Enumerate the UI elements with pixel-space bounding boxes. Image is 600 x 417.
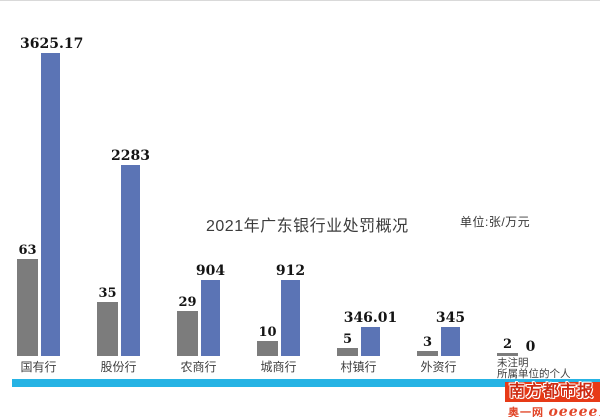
amount-bar (361, 327, 380, 356)
bar-group: 63 3625.17 国有行 (17, 1, 83, 374)
count-value-label: 5 (342, 332, 353, 347)
website-tld: .com (598, 409, 600, 417)
amount-value-label: 3625.17 (20, 36, 84, 52)
count-bar (17, 259, 38, 356)
count-value-label: 29 (178, 295, 197, 310)
amount-value-label: 912 (275, 263, 306, 279)
count-bar (257, 341, 278, 356)
count-bar (497, 353, 518, 356)
category-label: 股份行 (100, 360, 137, 374)
category-label: 外资行 (420, 360, 457, 374)
category-label: 未注明 所属单位的个人 (497, 357, 571, 380)
count-value-label: 35 (98, 286, 117, 301)
newspaper-logo: 南方都市报 奥一网 oeeee.com (505, 382, 600, 417)
count-bar (417, 351, 438, 356)
amount-bar (201, 280, 220, 356)
category-label: 国有行 (20, 360, 57, 374)
amount-value-label: 2283 (111, 148, 150, 164)
bar-group: 2 0 未注明 所属单位的个人 (497, 1, 571, 380)
website-line: 奥一网 oeeee.com (505, 403, 600, 417)
unit-label: 单位:张/万元 (460, 215, 531, 229)
website-prefix: 奥一网 (508, 407, 544, 417)
count-bar (177, 311, 198, 356)
count-value-label: 63 (18, 243, 37, 258)
amount-value-label: 345 (435, 310, 466, 326)
newspaper-name: 南方都市报 (505, 382, 600, 402)
category-label: 村镇行 (340, 360, 377, 374)
count-bar (97, 302, 118, 356)
chart-title: 2021年广东银行业处罚概况 (206, 218, 409, 235)
count-value-label: 2 (502, 337, 513, 352)
bar-group: 10 912 城商行 (257, 1, 305, 374)
bar-group: 29 904 农商行 (177, 1, 225, 374)
amount-bar (41, 53, 60, 356)
category-label: 农商行 (180, 360, 217, 374)
count-value-label: 3 (422, 335, 433, 350)
amount-value-label: 904 (195, 263, 226, 279)
category-label: 城商行 (260, 360, 297, 374)
amount-value-label: 0 (525, 339, 536, 355)
amount-bar (281, 280, 300, 356)
count-bar (337, 348, 358, 356)
amount-value-label: 346.01 (343, 310, 398, 326)
website-domain: oeeee (548, 404, 599, 417)
bar-group: 35 2283 股份行 (97, 1, 150, 374)
bar-group: 5 346.01 村镇行 (337, 1, 397, 374)
bar-group: 3 345 外资行 (417, 1, 465, 374)
amount-bar (441, 327, 460, 356)
divider-line (12, 379, 600, 387)
count-value-label: 10 (258, 325, 277, 340)
amount-bar (121, 165, 140, 356)
